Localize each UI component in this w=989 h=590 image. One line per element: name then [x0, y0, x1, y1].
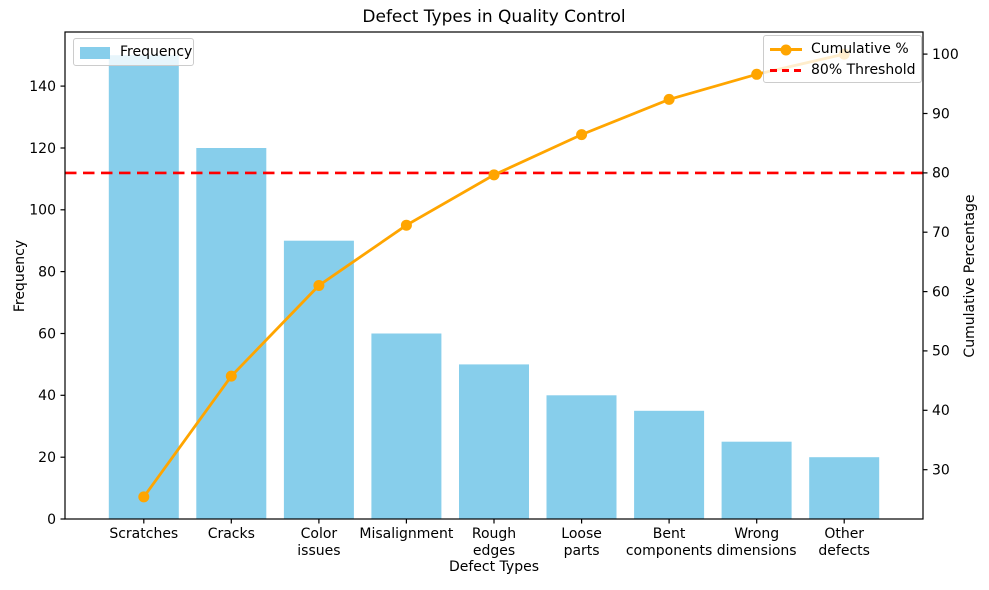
legend-threshold-label: 80% Threshold — [811, 62, 916, 78]
legend-cumulative-label: Cumulative % — [811, 41, 909, 57]
x-tick-label-scratches: Scratches — [109, 526, 178, 542]
frequency-swatch-icon — [80, 46, 110, 59]
bar-wrong-dimensions — [721, 441, 792, 519]
cumulative-point-cracks — [225, 370, 237, 382]
cumulative-point-wrong-dimensions — [751, 68, 763, 80]
y-left-tick-label-120: 120 — [29, 141, 56, 157]
cumulative-marker-icon — [780, 44, 792, 55]
cumulative-point-misalignment — [400, 219, 412, 231]
x-tick-label-cracks: Cracks — [208, 526, 255, 542]
y-left-tick-label-40: 40 — [38, 388, 56, 404]
y-right-tick-label-100: 100 — [932, 47, 959, 63]
bar-scratches — [108, 55, 179, 519]
x-axis-label: Defect Types — [448, 559, 540, 575]
legend-frequency: Frequency — [73, 38, 194, 66]
y-axis-label-right: Cumulative Percentage — [962, 194, 978, 358]
x-tick-label-loose-parts: Loose parts — [561, 526, 602, 559]
cumulative-point-bent-components — [663, 93, 675, 105]
y-left-tick-label-100: 100 — [29, 203, 56, 219]
bar-bent-components — [634, 410, 705, 519]
x-tick-label-wrong-dimensions: Wrong dimensions — [717, 526, 797, 559]
chart-title: Defect Types in Quality Control — [362, 7, 626, 27]
y-left-tick-label-140: 140 — [29, 79, 56, 95]
legend-cumulative-row: Cumulative % — [770, 39, 913, 60]
bar-loose-parts — [546, 395, 617, 519]
y-right-tick-label-70: 70 — [932, 225, 950, 241]
y-right-tick-label-30: 30 — [932, 462, 950, 478]
cumulative-point-loose-parts — [576, 129, 588, 141]
legend-frequency-label: Frequency — [120, 44, 193, 60]
x-tick-label-color-issues: Color issues — [297, 526, 340, 559]
x-tick-label-misalignment: Misalignment — [359, 526, 454, 542]
y-left-tick-label-0: 0 — [47, 512, 56, 528]
cumulative-point-rough-edges — [488, 169, 500, 181]
y-left-tick-label-80: 80 — [38, 264, 56, 280]
y-right-tick-label-80: 80 — [932, 166, 950, 182]
bar-cracks — [196, 148, 267, 519]
y-axis-label-left: Frequency — [12, 239, 28, 313]
bar-rough-edges — [459, 364, 529, 519]
cumulative-point-scratches — [138, 491, 150, 503]
cumulative-point-color-issues — [313, 280, 325, 291]
x-tick-label-rough-edges: Rough edges — [472, 526, 516, 559]
cumulative-line-sample-icon — [770, 44, 802, 55]
y-left-tick-label-20: 20 — [38, 450, 56, 466]
legend-threshold-row: 80% Threshold — [770, 60, 916, 81]
threshold-line-sample-icon — [770, 69, 802, 72]
bar-other-defects — [809, 457, 880, 519]
y-right-tick-label-50: 50 — [932, 344, 950, 360]
y-right-tick-label-90: 90 — [932, 106, 950, 122]
y-right-tick-label-40: 40 — [932, 403, 950, 419]
y-right-tick-label-60: 60 — [932, 284, 950, 300]
legend-cumulative: Cumulative % 80% Threshold — [763, 35, 922, 83]
x-tick-label-other-defects: Other defects — [818, 526, 870, 559]
y-left-tick-label-60: 60 — [38, 326, 56, 342]
legend-frequency-row: Frequency — [80, 42, 192, 63]
bar-misalignment — [371, 333, 442, 519]
x-tick-label-bent-components: Bent components — [626, 526, 713, 559]
